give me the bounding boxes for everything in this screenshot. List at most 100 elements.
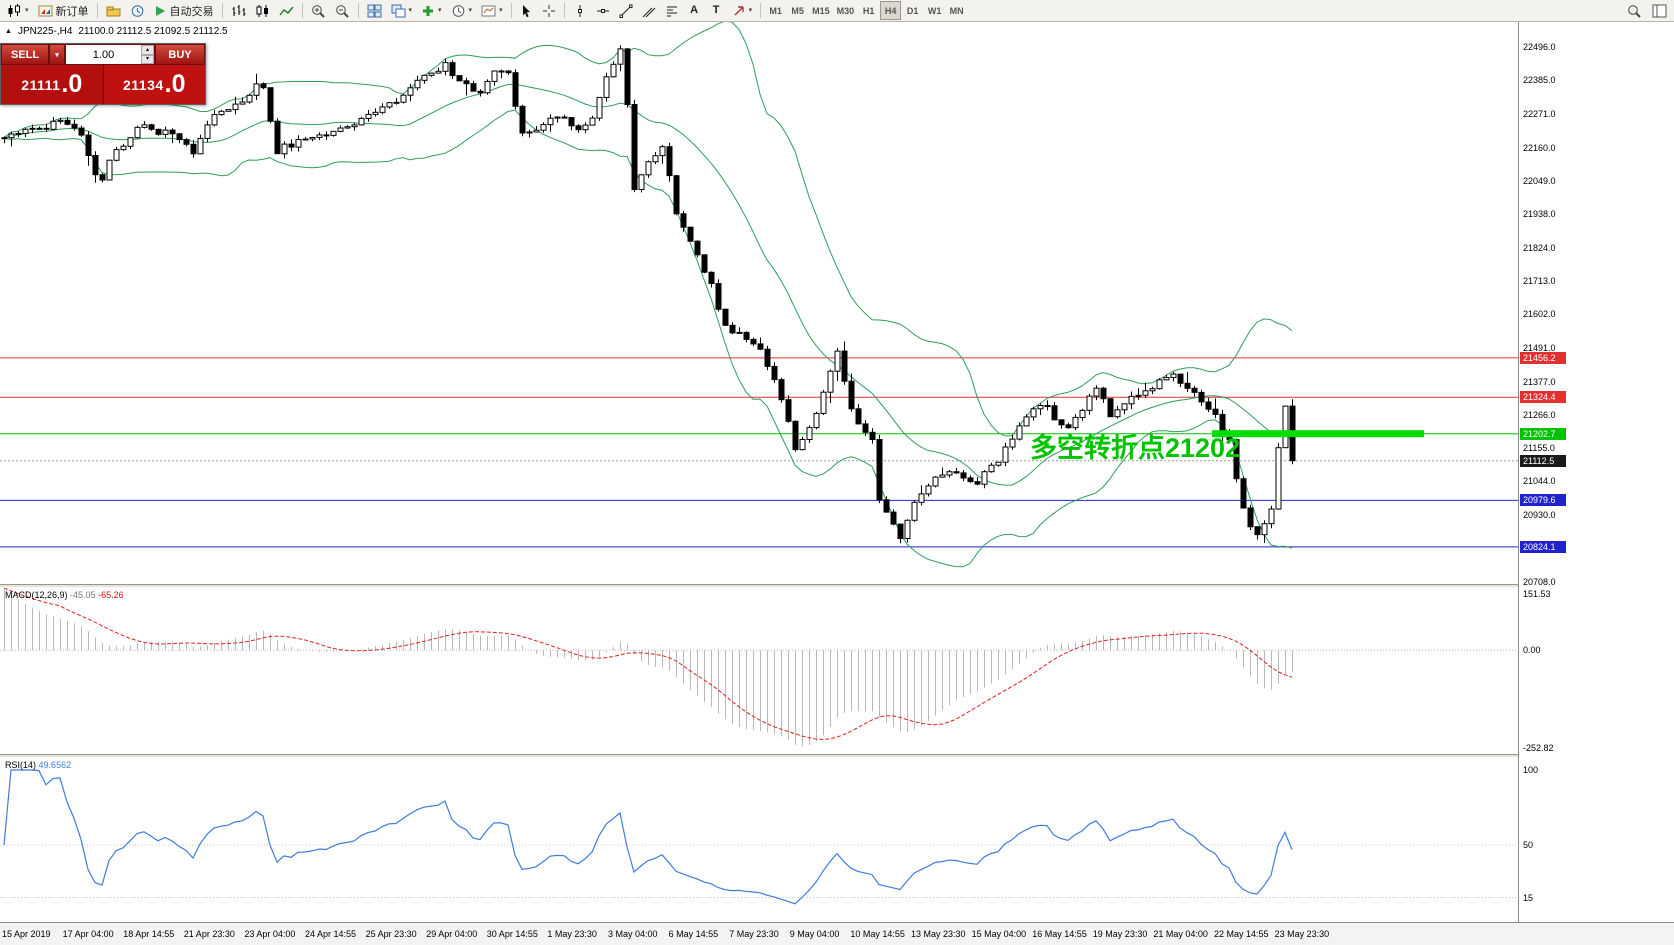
price-tick: 21377.0: [1523, 376, 1556, 387]
toolbar-separator: [563, 3, 565, 18]
text-tool-button[interactable]: A: [684, 1, 705, 20]
equidistant-channel-icon: [642, 7, 655, 17]
time-label: 9 May 04:00: [789, 929, 840, 939]
time-label: 16 May 14:55: [1032, 929, 1087, 939]
layout-button[interactable]: [1648, 1, 1671, 20]
pivot-highlight-segment[interactable]: [1212, 430, 1424, 438]
fibonacci-tool-button[interactable]: [661, 1, 683, 20]
chevron-down-icon: ▾: [408, 7, 413, 14]
indicators-button[interactable]: ▾: [417, 1, 446, 20]
sell-dropdown-button[interactable]: ▾: [49, 44, 65, 65]
timeframe-m30-button[interactable]: M30: [834, 1, 858, 20]
timeframe-m15-button[interactable]: M15: [809, 1, 833, 20]
time-label: 29 Apr 04:00: [426, 929, 478, 939]
macd-chart-canvas[interactable]: [0, 588, 1518, 754]
time-label: 22 May 14:55: [1214, 929, 1269, 939]
sell-price[interactable]: 21111 .0: [1, 65, 104, 104]
hline-price-badge[interactable]: 21456.2: [1520, 351, 1566, 364]
volume-up-button[interactable]: ▴: [141, 45, 154, 55]
horizontal-line-tool-button[interactable]: [592, 1, 614, 20]
trendline-tool-button[interactable]: [615, 1, 637, 20]
main-chart-panel: ▲ JPN225-,H4 21100.0 21112.5 21092.5 211…: [0, 22, 1518, 584]
rsi-axis-100: 100: [1523, 765, 1539, 775]
cursor-button[interactable]: [516, 1, 537, 20]
timeframe-m5-button[interactable]: M5: [787, 1, 808, 20]
rsi-chart-canvas[interactable]: [0, 758, 1518, 922]
horizontal-line-icon: [596, 8, 609, 13]
vertical-line-tool-button[interactable]: [569, 1, 591, 20]
price-tick: 21602.0: [1523, 309, 1556, 320]
chevron-down-icon: ▾: [468, 7, 473, 14]
line-chart-mode-button[interactable]: [275, 1, 298, 20]
price-tick: 20708.0: [1523, 576, 1556, 587]
chevron-down-icon: ▾: [499, 7, 503, 14]
one-click-trade-panel: SELL ▾ ▴ ▾ BUY 21111 .0 21134: [0, 43, 206, 105]
bar-chart-icon: [232, 4, 246, 16]
timeframe-w1-button[interactable]: W1: [924, 1, 945, 20]
price-tick: 21155.0: [1523, 443, 1555, 453]
macd-axis-max: 151.53: [1523, 589, 1551, 599]
hline-price-badge[interactable]: 21324.4: [1520, 391, 1566, 404]
price-tick: 22385.0: [1523, 75, 1556, 86]
tile-windows-button[interactable]: [363, 1, 386, 20]
price-tick: 21824.0: [1523, 243, 1556, 253]
chevron-down-icon: ▾: [748, 7, 753, 14]
channel-tool-button[interactable]: [638, 1, 660, 20]
zoom-out-button[interactable]: [331, 1, 354, 20]
timeframe-mn-button[interactable]: MN: [946, 1, 967, 20]
price-chart-canvas[interactable]: [0, 22, 1518, 584]
sell-button[interactable]: SELL: [1, 44, 49, 65]
crosshair-button[interactable]: [538, 1, 560, 20]
new-chart-icon: [8, 3, 20, 17]
candlestick-mode-button[interactable]: [251, 1, 274, 20]
arrows-icon: [734, 5, 744, 15]
rsi-label: RSI(14) 49.6562: [5, 760, 71, 770]
buy-button[interactable]: BUY: [155, 44, 205, 65]
line-chart-icon: [278, 6, 294, 15]
panel-splitter[interactable]: [0, 754, 1674, 758]
label-tool-button[interactable]: T: [706, 1, 727, 20]
pivot-annotation-text[interactable]: 多空转折点21202: [1030, 433, 1241, 463]
macd-value-signal: -65.26: [98, 590, 124, 600]
new-chart-button[interactable]: ▾: [3, 1, 33, 20]
arrows-tool-button[interactable]: ▾: [728, 1, 757, 20]
zoom-in-button[interactable]: [307, 1, 330, 20]
timeframe-d1-button[interactable]: D1: [902, 1, 923, 20]
time-label: 19 May 23:30: [1092, 929, 1148, 939]
volume-down-button[interactable]: ▾: [141, 54, 154, 64]
history-center-button[interactable]: [126, 1, 149, 20]
sell-price-dec: .0: [61, 70, 83, 98]
search-button[interactable]: [1623, 1, 1646, 20]
timeframe-h1-button[interactable]: H1: [858, 1, 879, 20]
buy-price[interactable]: 21134 .0: [103, 65, 205, 104]
volume-input[interactable]: [66, 45, 141, 64]
toolbar-separator: [221, 3, 223, 18]
hline-price-badge[interactable]: 21202.7: [1520, 427, 1566, 440]
buy-price-int: 21134: [122, 76, 164, 93]
time-axis[interactable]: 15 Apr 2019 17 Apr 04:00 18 Apr 14:55 21 Ap…: [0, 922, 1674, 945]
layout-icon: [1652, 4, 1667, 17]
panel-splitter[interactable]: [0, 584, 1674, 588]
history-clock-icon: [131, 4, 143, 17]
hline-price-badge[interactable]: 20979.6: [1520, 494, 1566, 507]
auto-arrange-button[interactable]: ▾: [387, 1, 417, 20]
autotrade-button[interactable]: 自动交易: [150, 1, 218, 20]
timeframe-m1-button[interactable]: M1: [765, 1, 786, 20]
hline-price-badge[interactable]: 20824.1: [1520, 540, 1566, 553]
price-tick: 22496.0: [1523, 42, 1556, 53]
bar-chart-mode-button[interactable]: [227, 1, 250, 20]
time-label: 23 Apr 04:00: [244, 929, 296, 939]
time-label: 7 May 23:30: [729, 929, 779, 939]
new-order-button[interactable]: 新订单: [34, 1, 93, 20]
rsi-value: 49.6562: [38, 760, 72, 770]
periods-button[interactable]: ▾: [447, 1, 477, 20]
buy-price-dec: .0: [164, 70, 186, 98]
rsi-name: RSI: [5, 760, 21, 770]
timeframe-h4-button[interactable]: H4: [880, 1, 902, 20]
rsi-axis-50: 50: [1523, 840, 1534, 850]
profile-button[interactable]: [102, 1, 125, 20]
templates-button[interactable]: ▾: [477, 1, 507, 20]
zoom-in-icon: [311, 4, 325, 18]
rsi-axis-15: 15: [1523, 892, 1534, 903]
price-axis[interactable]: 22496.0 22385.0 22271.0 22160.0 22049.0 21938…: [1519, 22, 1674, 922]
